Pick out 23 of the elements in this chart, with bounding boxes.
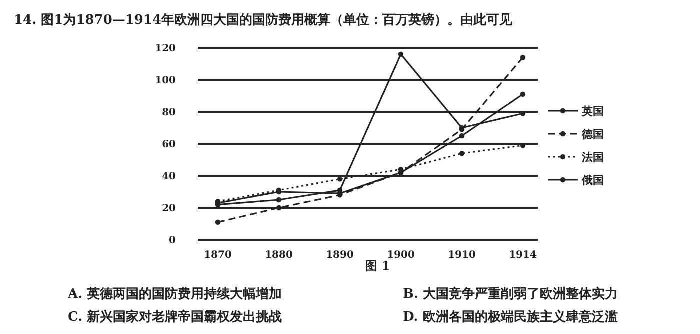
x-tick-label: 1880: [265, 250, 293, 261]
x-tick-label: 1914: [509, 250, 537, 261]
x-tick-label: 1900: [387, 250, 415, 261]
x-tick-label: 1910: [448, 250, 476, 261]
legend-label: 俄国: [581, 174, 604, 187]
text: A. 英德两国的国防费用持续大幅增加: [67, 286, 282, 302]
y-tick-label: 20: [162, 204, 176, 214]
text: D. 欧洲各国的极端民族主义肆意泛滥: [403, 309, 618, 325]
caption: 图 1: [366, 259, 390, 273]
text: B. 大国竞争严重削弱了欧洲整体实力: [403, 286, 618, 302]
text: C. 新兴国家对老牌帝国霸权发出挑战: [68, 309, 282, 325]
y-tick-label: 100: [155, 76, 176, 86]
x-tick-label: 1870: [204, 250, 232, 261]
y-tick-label: 120: [155, 44, 176, 54]
x-tick-label: 1890: [326, 250, 354, 261]
legend-label: 德国: [581, 128, 604, 141]
y-tick-label: 40: [162, 172, 176, 182]
legend-label: 法国: [581, 150, 604, 164]
y-tick-label: 0: [169, 236, 176, 246]
y-tick-label: 60: [162, 140, 176, 150]
legend-label: 英国: [581, 104, 604, 118]
y-tick-label: 80: [162, 108, 176, 118]
chart-title: 14. 图1为1870—1914年欧洲四大国的国防费用概算（单位：百万英镑）。由此可见: [14, 12, 514, 28]
